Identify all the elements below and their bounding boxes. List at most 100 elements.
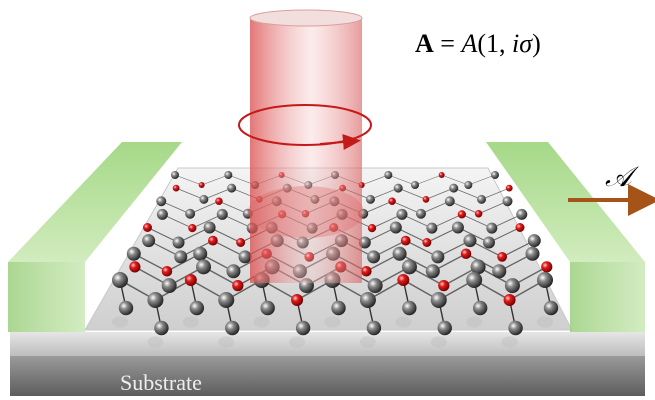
beam-top (249, 9, 363, 27)
atom-reflection (395, 316, 412, 328)
bond (468, 174, 496, 186)
atom (425, 264, 440, 279)
atom-reflection (218, 336, 235, 348)
atom (196, 259, 212, 275)
atom (154, 320, 169, 336)
atom (366, 320, 382, 336)
bond (453, 187, 482, 200)
atom (361, 266, 372, 277)
atom (466, 272, 483, 288)
atom (438, 172, 445, 178)
atom (460, 248, 472, 259)
atom (396, 208, 408, 220)
atom (492, 264, 507, 279)
polarization-ring (238, 104, 372, 146)
atom-reflection (466, 316, 483, 328)
polarization-arrow (319, 134, 361, 150)
atom (397, 274, 410, 286)
bond (203, 187, 232, 200)
bond (218, 200, 248, 215)
atom (188, 224, 197, 233)
atom (238, 250, 252, 264)
atom (449, 183, 459, 193)
atom (112, 272, 128, 288)
atom (463, 234, 477, 248)
atom (503, 294, 516, 306)
atom (143, 223, 152, 232)
electrode-front (8, 262, 85, 332)
atom (216, 208, 228, 220)
atom (502, 196, 513, 207)
atom (384, 171, 393, 179)
substrate-label: Substrate (120, 370, 202, 395)
atom (451, 221, 464, 234)
atom (365, 194, 375, 204)
atom (184, 274, 197, 286)
atom (504, 278, 520, 294)
bond (174, 174, 202, 186)
atom (464, 181, 473, 189)
bond (361, 174, 389, 186)
atom (470, 259, 486, 275)
atom (226, 264, 241, 279)
bond (388, 174, 416, 186)
light-beam (250, 18, 362, 283)
atom (172, 236, 185, 249)
atom-reflection (147, 336, 164, 348)
atom-reflection (289, 336, 306, 348)
atom (543, 300, 559, 316)
atom (161, 266, 173, 277)
atom (172, 184, 180, 192)
atom (541, 261, 553, 273)
atom (388, 197, 396, 205)
beam-spot (248, 186, 364, 238)
atom (156, 196, 167, 207)
atom (129, 261, 141, 273)
atom (430, 292, 447, 308)
bond (189, 200, 220, 215)
atom (161, 278, 177, 294)
atom (208, 235, 218, 246)
atom (401, 259, 417, 275)
atom-reflection (253, 316, 270, 328)
atom (426, 222, 438, 234)
atom (189, 300, 205, 316)
atom (389, 221, 402, 234)
atom (415, 208, 426, 219)
atom (198, 182, 205, 188)
substrate-top (10, 332, 645, 356)
atom (218, 292, 235, 308)
atom (422, 238, 432, 247)
electrode-top (486, 142, 645, 262)
atom (193, 246, 208, 261)
atom (508, 320, 523, 336)
bond (398, 187, 427, 200)
atom (474, 210, 483, 218)
atom (537, 272, 553, 288)
atom (224, 171, 233, 179)
atom (392, 246, 407, 261)
atom (367, 224, 377, 233)
bond (201, 174, 229, 186)
atom (156, 208, 168, 220)
bond (449, 200, 479, 215)
atom (472, 300, 488, 316)
bond (370, 187, 399, 200)
bond (363, 200, 393, 215)
atom-reflection (537, 316, 553, 328)
atom (174, 250, 188, 264)
atom (422, 196, 430, 203)
atom (393, 183, 403, 193)
atom (260, 300, 275, 316)
atom-reflection (324, 316, 341, 328)
atom (515, 223, 525, 232)
atom (525, 246, 540, 261)
atom (331, 300, 346, 316)
atom (232, 280, 244, 292)
atom (367, 250, 381, 264)
bond (478, 200, 508, 215)
atom (476, 194, 486, 204)
atom (527, 234, 541, 248)
atom (225, 320, 240, 336)
